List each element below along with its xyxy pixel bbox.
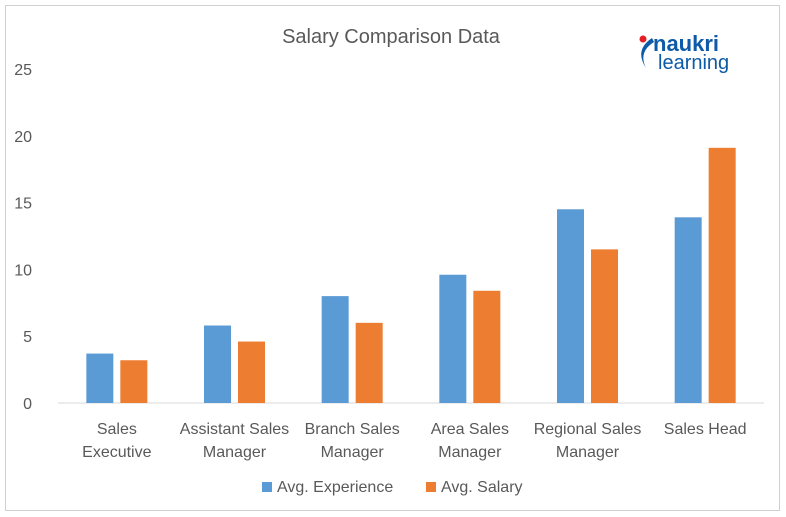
legend-swatch-1 (426, 482, 436, 492)
bar-salary-2 (355, 322, 383, 403)
category-label: Manager (556, 444, 620, 461)
bar-experience-0 (86, 353, 114, 403)
bar-experience-5 (674, 217, 702, 403)
bar-experience-4 (557, 209, 584, 403)
x-axis-categories: Sales Executive Assistant Sales Manager Bran… (82, 421, 746, 461)
bar-experience-1 (204, 325, 231, 403)
y-tick-label: 0 (23, 396, 32, 413)
bar-salary-3 (473, 290, 501, 403)
legend-swatch-0 (262, 482, 272, 492)
legend: Avg. Experience Avg. Salary (262, 479, 523, 496)
naukri-learning-logo: naukri learning (639, 31, 729, 74)
category-label: Branch Sales (305, 421, 400, 438)
bar-salary-1 (238, 341, 265, 403)
category-label: Regional Sales (534, 421, 642, 438)
bar-salary-4 (591, 249, 618, 403)
chart: Salary Comparison Data naukri learning 0… (14, 26, 764, 496)
bar-experience-2 (321, 296, 349, 403)
y-tick-label: 25 (14, 62, 32, 79)
category-label: Manager (203, 444, 267, 461)
y-tick-label: 10 (14, 262, 32, 279)
legend-label-0: Avg. Experience (277, 479, 393, 496)
category-label: Manager (438, 444, 502, 461)
chart-title: Salary Comparison Data (282, 26, 501, 48)
category-label: Sales (97, 421, 137, 438)
chart-frame: Salary Comparison Data naukri learning 0… (5, 5, 780, 511)
y-tick-label: 15 (14, 196, 32, 213)
bars (86, 147, 736, 403)
y-tick-label: 20 (14, 129, 32, 146)
y-axis-ticks: 0 5 10 15 20 25 (14, 62, 32, 413)
logo-line2: learning (658, 52, 729, 74)
category-label: Sales Head (664, 421, 747, 438)
y-tick-label: 5 (23, 329, 32, 346)
logo-dot-icon (639, 35, 647, 43)
bar-experience-3 (439, 274, 467, 403)
bar-salary-5 (708, 147, 736, 403)
legend-label-1: Avg. Salary (441, 479, 523, 496)
logo-swoosh-icon (641, 38, 654, 68)
category-label: Area Sales (431, 421, 509, 438)
logo-line1: naukri (653, 31, 719, 56)
category-label: Executive (82, 444, 151, 461)
category-label: Manager (321, 444, 385, 461)
bar-salary-0 (120, 360, 148, 403)
category-label: Assistant Sales (180, 421, 289, 438)
